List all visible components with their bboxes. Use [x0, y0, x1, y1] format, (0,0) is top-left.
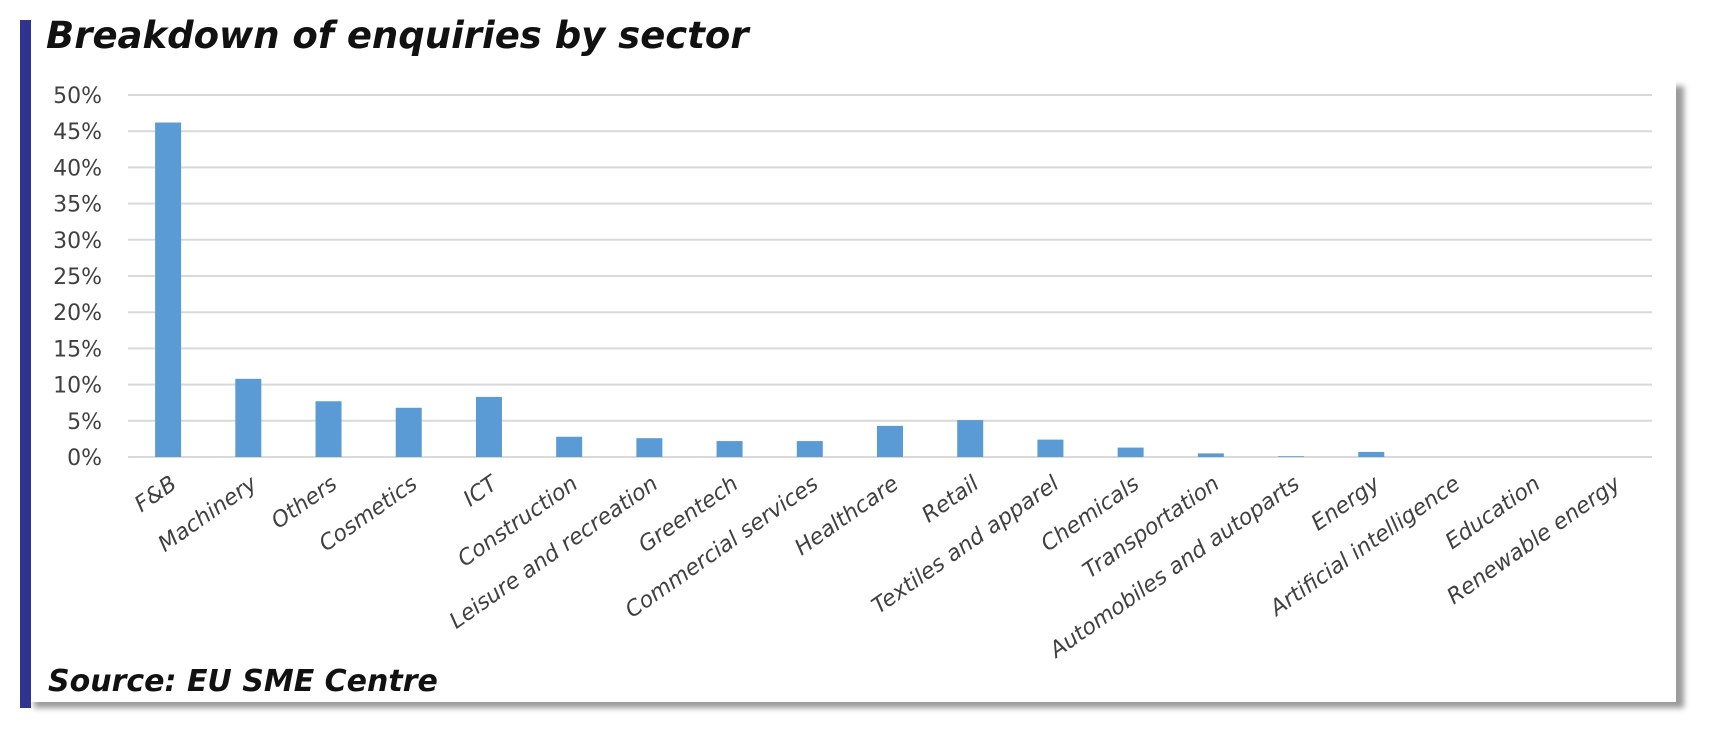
bar-leisure-and-recreation [636, 438, 663, 457]
bar-automobiles-and-autoparts [1278, 456, 1305, 457]
y-tick-label: 35% [53, 193, 102, 218]
bar-chemicals [1117, 447, 1144, 457]
bar-ict [475, 396, 502, 457]
bar-textiles-and-apparel [1037, 439, 1064, 457]
y-tick-label: 40% [53, 156, 102, 181]
title-band [31, 0, 1691, 78]
chart-source: Source: EU SME Centre [48, 664, 438, 699]
y-tick-label: 30% [53, 229, 102, 254]
bar-others [315, 401, 342, 457]
x-tick-label: Retail [918, 471, 984, 528]
y-tick-label: 20% [53, 301, 102, 326]
y-tick-label: 15% [53, 337, 102, 362]
bar-f-b [155, 122, 182, 458]
y-tick-label: 45% [53, 120, 102, 145]
bar-construction [556, 436, 583, 457]
gridlines [128, 94, 1652, 458]
accent-bar [20, 20, 31, 708]
y-axis-ticks: 0% 5% 10% 15% 20% 25% 30% 35% 40% 45% 50% [53, 84, 102, 471]
y-tick-label: 10% [53, 374, 102, 399]
chart-title: Breakdown of enquiries by sector [46, 14, 749, 57]
bar-retail [957, 420, 984, 457]
x-tick-label: ICT [459, 471, 504, 513]
y-tick-label: 5% [67, 410, 102, 435]
y-tick-label: 25% [53, 265, 102, 290]
y-tick-label: 50% [53, 84, 102, 109]
bar-machinery [235, 378, 262, 457]
chart-panel [22, 78, 1676, 702]
x-tick-label: Transportation [1079, 471, 1225, 583]
bar-greentech [716, 441, 743, 457]
bar-cosmetics [395, 407, 422, 457]
x-tick-label: F&B [130, 471, 181, 517]
bar-transportation [1197, 453, 1224, 457]
bar-commercial-services [796, 441, 823, 457]
bars [155, 122, 1385, 458]
y-tick-label: 0% [67, 446, 102, 471]
bar-healthcare [877, 425, 903, 457]
bar-energy [1358, 451, 1385, 457]
